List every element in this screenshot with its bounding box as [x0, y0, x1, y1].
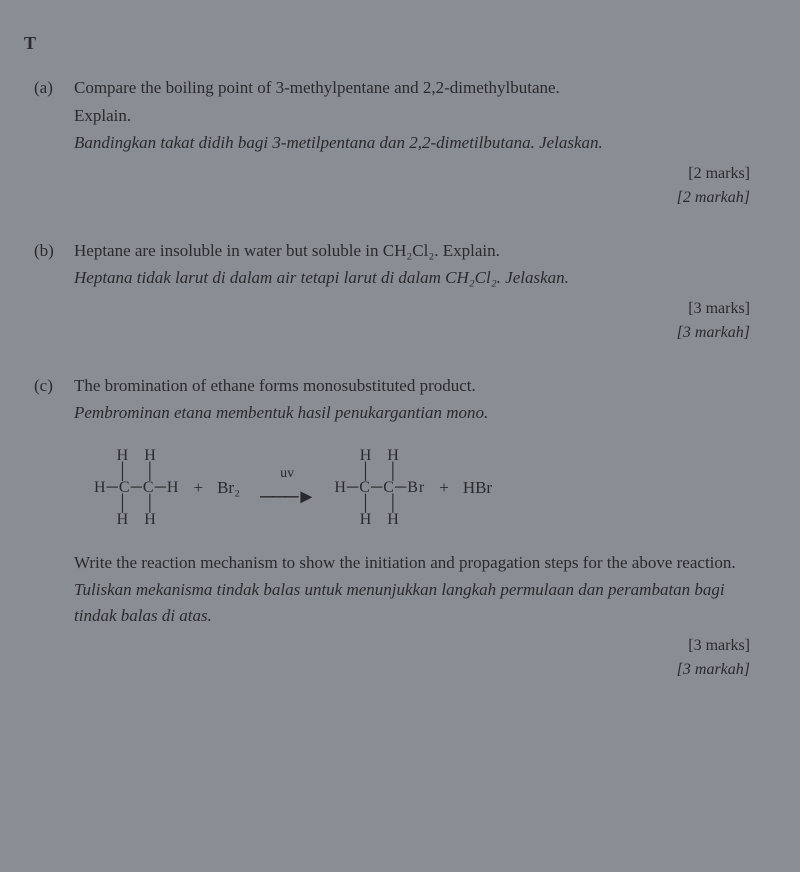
qb-marks-ms: [3 markah]: [677, 324, 750, 341]
bromoethane-structure: H H │ │ H─C─C─Br │ │ H H: [334, 448, 425, 528]
question-b-label: (b): [20, 238, 74, 345]
question-c-body: The bromination of ethane forms monosubs…: [74, 373, 750, 683]
qb-marks: [3 marks] [3 markah]: [74, 297, 750, 345]
qb-text-en: Heptane are insoluble in water but solub…: [74, 238, 750, 264]
qa-text-en-1: Compare the boiling point of 3-methylpen…: [74, 75, 750, 101]
hbr: HBr: [463, 475, 492, 501]
reaction-equation: H H │ │ H─C─C─H │ │ H H + Br₂ uv ───► H …: [94, 448, 750, 528]
qc-text-en-2: Write the reaction mechanism to show the…: [74, 550, 750, 576]
qb-marks-en: [3 marks]: [688, 300, 750, 317]
qa-marks-en: [2 marks]: [688, 165, 750, 182]
qa-text-en-2: Explain.: [74, 103, 750, 129]
reaction-arrow: uv ───►: [260, 463, 314, 512]
section-tag: T: [24, 30, 750, 57]
br2: Br₂: [217, 475, 240, 501]
question-a: (a) Compare the boiling point of 3-methy…: [20, 75, 750, 210]
plus-sign-2: +: [439, 475, 449, 501]
qc-text-ms: Pembrominan etana membentuk hasil penuka…: [74, 400, 750, 426]
qc-text-ms-2: Tuliskan mekanisma tindak balas untuk me…: [74, 577, 750, 628]
qa-text-ms: Bandingkan takat didih bagi 3-metilpenta…: [74, 130, 750, 156]
qa-marks-ms: [2 markah]: [677, 189, 750, 206]
question-a-body: Compare the boiling point of 3-methylpen…: [74, 75, 750, 210]
ethane-structure: H H │ │ H─C─C─H │ │ H H: [94, 448, 179, 528]
arrow-icon: ───►: [260, 482, 314, 512]
qc-marks-ms: [3 markah]: [677, 661, 750, 678]
question-c: (c) The bromination of ethane forms mono…: [20, 373, 750, 683]
qb-text-ms: Heptana tidak larut di dalam air tetapi …: [74, 265, 750, 291]
plus-sign-1: +: [193, 475, 203, 501]
question-b-body: Heptane are insoluble in water but solub…: [74, 238, 750, 345]
qa-marks: [2 marks] [2 markah]: [74, 162, 750, 210]
qc-marks-en: [3 marks]: [688, 637, 750, 654]
question-b: (b) Heptane are insoluble in water but s…: [20, 238, 750, 345]
question-a-label: (a): [20, 75, 74, 210]
qc-marks: [3 marks] [3 markah]: [74, 634, 750, 682]
uv-label: uv: [280, 463, 294, 484]
qc-text-en: The bromination of ethane forms monosubs…: [74, 373, 750, 399]
question-c-label: (c): [20, 373, 74, 683]
